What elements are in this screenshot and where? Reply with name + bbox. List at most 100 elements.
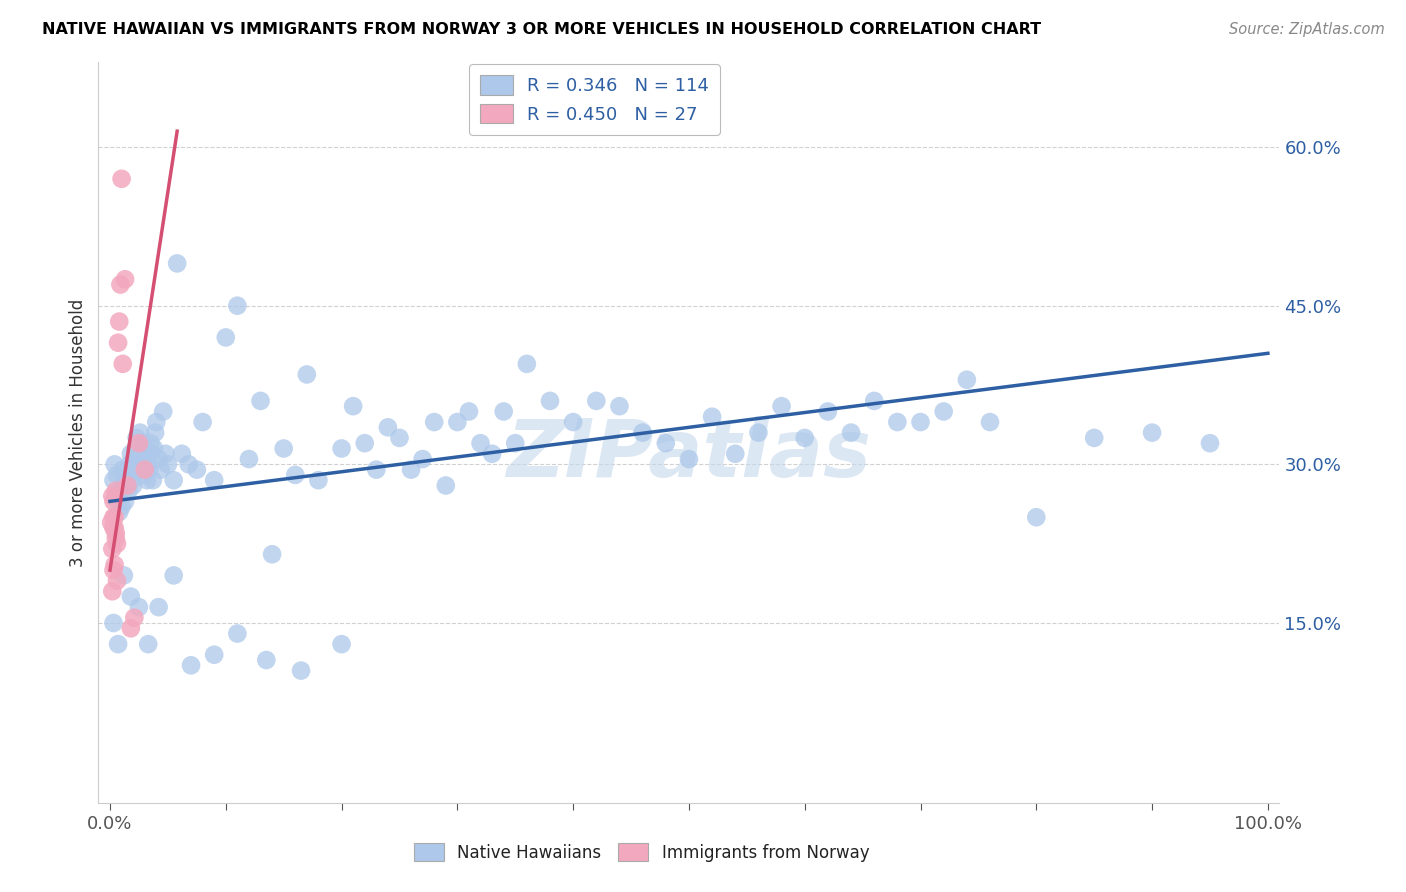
Point	[117, 483, 139, 498]
Point	[434, 478, 457, 492]
Point	[107, 637, 129, 651]
Point	[330, 637, 353, 651]
Point	[330, 442, 353, 456]
Point	[1083, 431, 1105, 445]
Point	[1025, 510, 1047, 524]
Point	[141, 447, 163, 461]
Point	[124, 442, 146, 456]
Point	[114, 494, 136, 508]
Point	[1140, 425, 1163, 440]
Point	[108, 505, 131, 519]
Point	[134, 463, 156, 477]
Point	[295, 368, 318, 382]
Point	[134, 467, 156, 482]
Point	[112, 568, 135, 582]
Point	[932, 404, 955, 418]
Point	[170, 447, 193, 461]
Point	[215, 330, 238, 344]
Point	[104, 489, 127, 503]
Point	[101, 541, 124, 556]
Point	[129, 425, 152, 440]
Point	[503, 436, 526, 450]
Point	[103, 473, 125, 487]
Point	[481, 447, 503, 461]
Point	[148, 452, 170, 467]
Point	[226, 626, 249, 640]
Point	[110, 483, 132, 498]
Point	[249, 393, 271, 408]
Point	[128, 436, 150, 450]
Point	[609, 399, 631, 413]
Point	[120, 590, 142, 604]
Point	[132, 442, 155, 456]
Point	[104, 510, 127, 524]
Point	[143, 442, 166, 456]
Point	[238, 452, 260, 467]
Point	[817, 404, 839, 418]
Point	[148, 600, 170, 615]
Point	[747, 425, 769, 440]
Point	[538, 393, 561, 408]
Point	[226, 299, 249, 313]
Text: NATIVE HAWAIIAN VS IMMIGRANTS FROM NORWAY 3 OR MORE VEHICLES IN HOUSEHOLD CORREL: NATIVE HAWAIIAN VS IMMIGRANTS FROM NORWA…	[42, 22, 1042, 37]
Point	[124, 611, 146, 625]
Point	[142, 473, 165, 487]
Point	[120, 447, 142, 461]
Point	[104, 532, 127, 546]
Point	[105, 574, 128, 588]
Point	[446, 415, 468, 429]
Point	[120, 621, 142, 635]
Point	[101, 489, 124, 503]
Point	[110, 500, 132, 514]
Point	[131, 436, 153, 450]
Text: Source: ZipAtlas.com: Source: ZipAtlas.com	[1229, 22, 1385, 37]
Point	[103, 494, 125, 508]
Point	[107, 494, 129, 508]
Point	[107, 335, 129, 350]
Point	[138, 463, 160, 477]
Point	[492, 404, 515, 418]
Point	[886, 415, 908, 429]
Point	[152, 404, 174, 418]
Point	[399, 463, 422, 477]
Point	[122, 478, 145, 492]
Point	[423, 415, 446, 429]
Point	[136, 637, 159, 651]
Point	[135, 447, 157, 461]
Point	[111, 357, 134, 371]
Point	[863, 393, 886, 408]
Point	[129, 452, 152, 467]
Point	[516, 357, 538, 371]
Y-axis label: 3 or more Vehicles in Household: 3 or more Vehicles in Household	[69, 299, 87, 566]
Point	[117, 478, 139, 492]
Point	[284, 467, 307, 482]
Point	[118, 458, 141, 472]
Point	[166, 256, 188, 270]
Point	[155, 447, 177, 461]
Point	[186, 463, 208, 477]
Point	[143, 425, 166, 440]
Point	[177, 458, 200, 472]
Point	[631, 425, 654, 440]
Point	[412, 452, 434, 467]
Point	[128, 600, 150, 615]
Point	[273, 442, 295, 456]
Legend: Native Hawaiians, Immigrants from Norway: Native Hawaiians, Immigrants from Norway	[408, 837, 876, 869]
Point	[202, 473, 225, 487]
Point	[149, 463, 172, 477]
Point	[104, 521, 127, 535]
Point	[103, 615, 125, 630]
Point	[104, 458, 127, 472]
Point	[254, 653, 277, 667]
Point	[366, 463, 388, 477]
Text: ZIPatlas: ZIPatlas	[506, 416, 872, 494]
Point	[839, 425, 862, 440]
Point	[110, 277, 132, 292]
Point	[655, 436, 678, 450]
Point	[136, 473, 159, 487]
Point	[104, 526, 127, 541]
Point	[105, 537, 128, 551]
Point	[388, 431, 411, 445]
Point	[112, 478, 135, 492]
Point	[121, 473, 143, 487]
